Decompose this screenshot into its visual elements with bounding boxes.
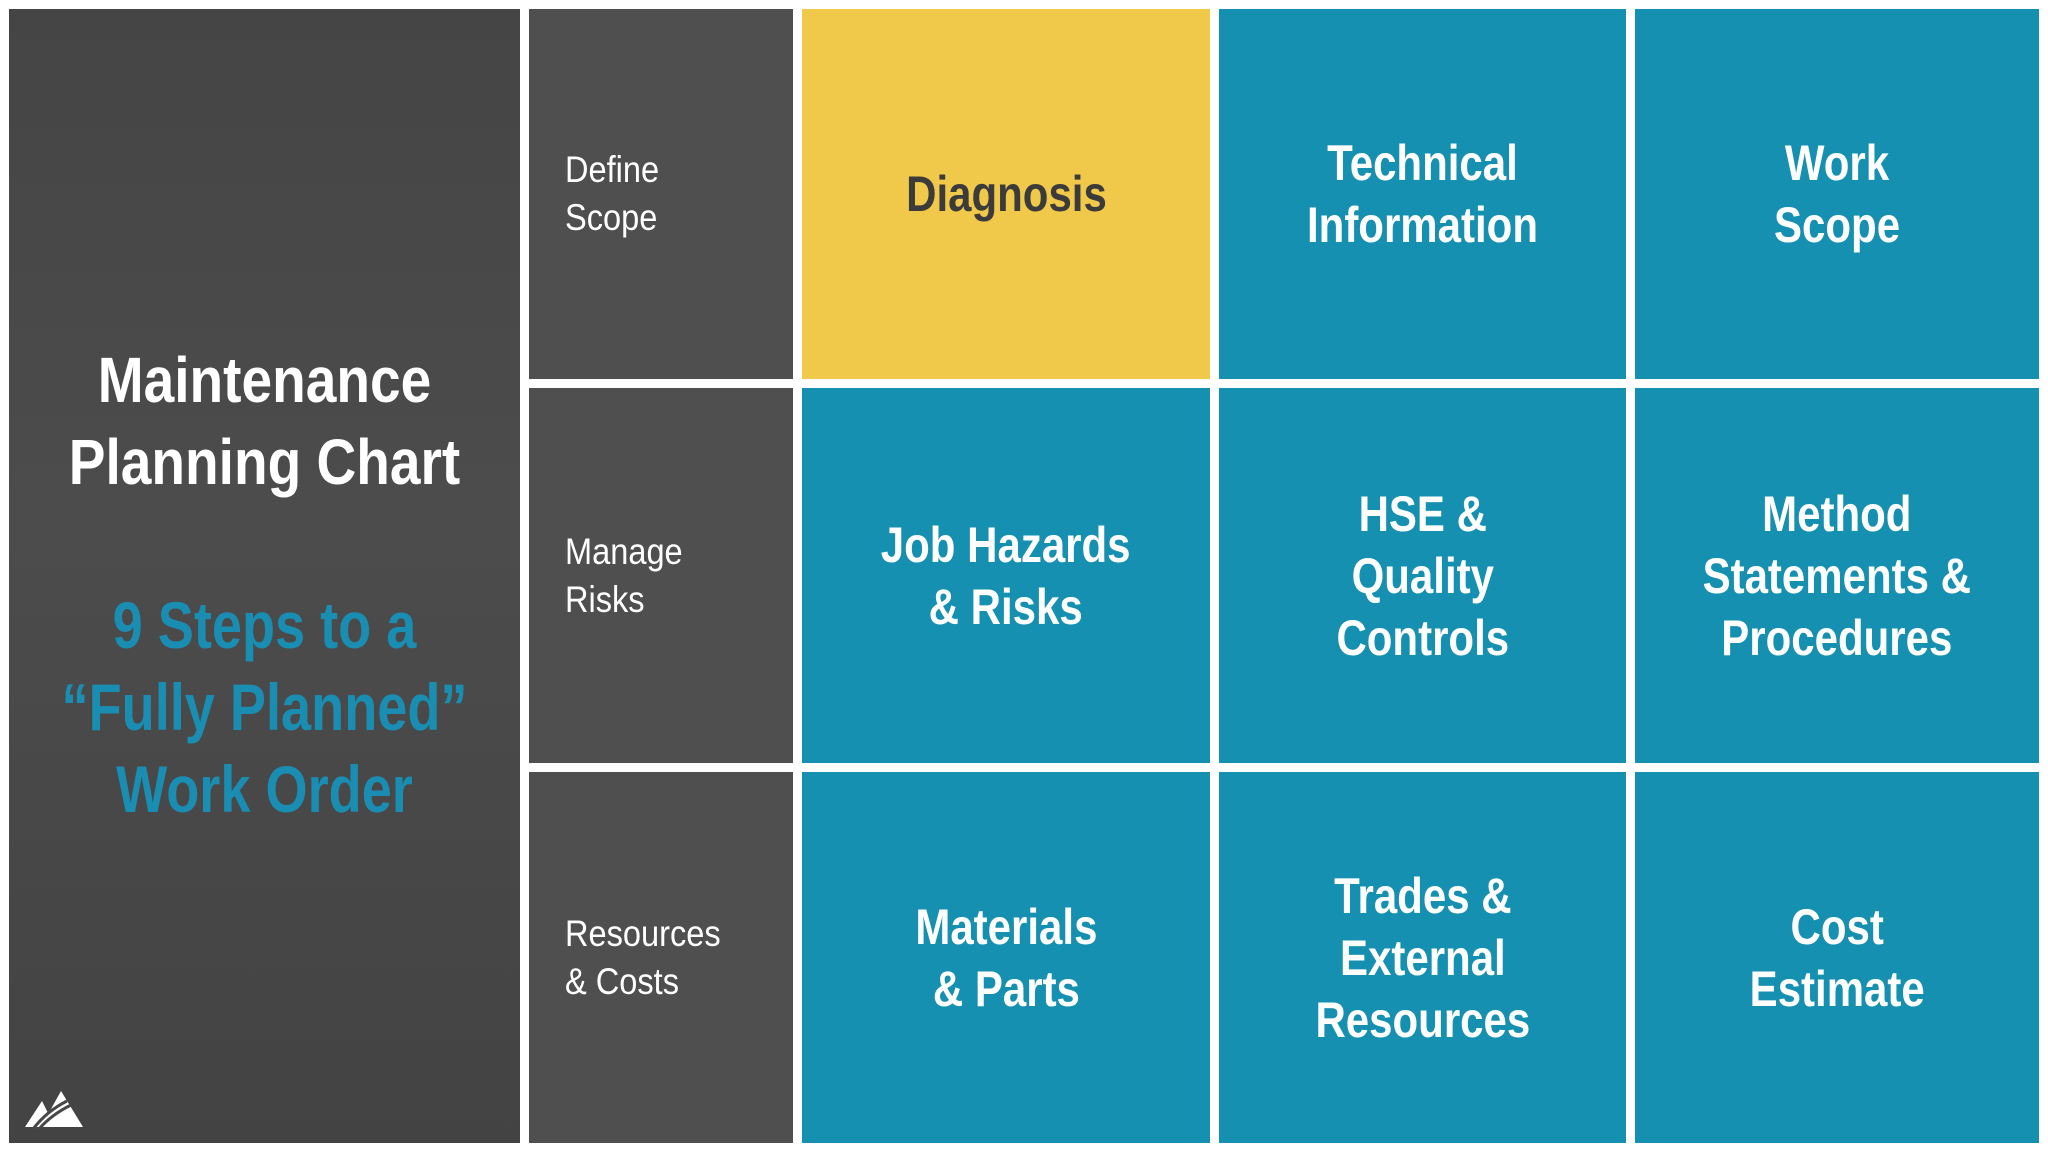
step-label: Diagnosis <box>905 166 1107 222</box>
subtitle-line: Work Order <box>116 752 413 826</box>
step-label: Statements & <box>1702 547 1972 604</box>
step-label: Scope <box>1773 197 1901 253</box>
step-label: Quality <box>1351 547 1494 604</box>
stage-resources-costs: Resources & Costs <box>529 772 793 1143</box>
step-label: Trades & <box>1333 867 1512 924</box>
mountain-logo-icon <box>25 1091 83 1129</box>
step-label: Procedures <box>1721 609 1953 666</box>
step-materials-parts: Materials & Parts <box>802 772 1210 1143</box>
step-label: HSE & <box>1358 485 1487 542</box>
stage-label: Scope <box>565 197 658 238</box>
stage-label: Resources <box>565 912 721 954</box>
subtitle-line: “Fully Planned” <box>61 670 468 744</box>
stage-label: Manage <box>565 530 683 572</box>
step-cost-estimate: Cost Estimate <box>1635 772 2039 1143</box>
stage-label: Define <box>565 149 660 190</box>
stage-manage-risks: Manage Risks <box>529 388 793 763</box>
step-method-statements: Method Statements & Procedures <box>1635 388 2039 763</box>
step-label: Resources <box>1315 991 1530 1048</box>
title-line: Planning Chart <box>68 426 461 498</box>
step-label: & Parts <box>932 960 1080 1017</box>
title-panel: Maintenance Planning Chart 9 Steps to a … <box>9 9 520 1143</box>
step-technical-information: Technical Information <box>1219 9 1626 379</box>
step-label: Cost <box>1790 898 1884 955</box>
step-label: Technical <box>1327 135 1518 191</box>
step-label: Work <box>1784 135 1890 191</box>
stage-label: Risks <box>565 578 645 620</box>
step-label: Materials <box>914 898 1098 955</box>
step-label: Method <box>1762 485 1912 542</box>
title-line: Maintenance <box>97 344 432 416</box>
step-label: Job Hazards <box>881 516 1131 573</box>
step-hse-quality: HSE & Quality Controls <box>1219 388 1626 763</box>
step-label: & Risks <box>928 578 1084 635</box>
chart-title: Maintenance Planning Chart <box>45 339 484 503</box>
step-job-hazards: Job Hazards & Risks <box>802 388 1210 763</box>
step-trades-resources: Trades & External Resources <box>1219 772 1626 1143</box>
step-label: Information <box>1306 197 1538 253</box>
step-diagnosis: Diagnosis <box>802 9 1210 379</box>
stage-label: & Costs <box>565 960 680 1002</box>
step-label: Controls <box>1336 609 1509 666</box>
step-label: Estimate <box>1749 960 1925 1017</box>
chart-subtitle: 9 Steps to a “Fully Planned” Work Order <box>39 584 491 830</box>
stage-define-scope: Define Scope <box>529 9 793 379</box>
subtitle-line: 9 Steps to a <box>112 588 417 662</box>
step-label: External <box>1339 929 1506 986</box>
step-work-scope: Work Scope <box>1635 9 2039 379</box>
